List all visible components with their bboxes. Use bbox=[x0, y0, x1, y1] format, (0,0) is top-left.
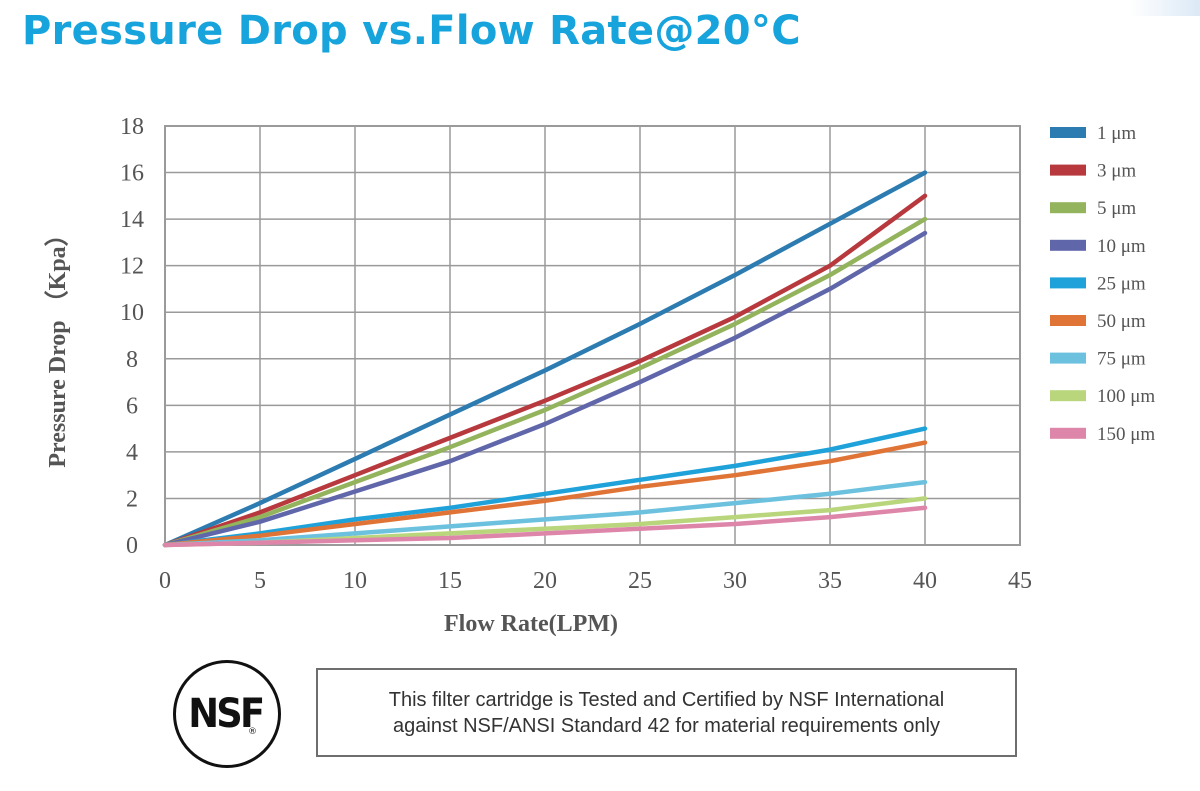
nsf-logo: NSF ® bbox=[173, 660, 281, 768]
legend-swatch bbox=[1050, 315, 1086, 326]
x-tick-label: 35 bbox=[818, 568, 842, 594]
x-tick-label: 45 bbox=[1008, 568, 1032, 594]
legend-swatch bbox=[1050, 127, 1086, 138]
x-tick-label: 20 bbox=[533, 568, 557, 594]
legend-label: 75 μm bbox=[1097, 349, 1146, 370]
y-tick-label: 0 bbox=[126, 533, 138, 559]
legend-swatch bbox=[1050, 164, 1086, 176]
legend-label: 3 μm bbox=[1097, 161, 1136, 182]
x-tick-label: 30 bbox=[723, 568, 747, 594]
legend-label: 100 μm bbox=[1097, 386, 1155, 407]
x-tick-label: 0 bbox=[159, 568, 171, 594]
x-tick-label: 5 bbox=[254, 568, 266, 594]
certification-line-1: This filter cartridge is Tested and Cert… bbox=[388, 688, 945, 711]
series-line bbox=[162, 193, 928, 548]
y-tick-label: 8 bbox=[126, 347, 138, 373]
y-tick-label: 10 bbox=[120, 300, 144, 326]
certification-notice: This filter cartridge is Tested and Cert… bbox=[316, 668, 1017, 757]
x-tick-label: 40 bbox=[913, 568, 937, 594]
pressure-drop-chart: 0 5 10 15 20 25 30 35 40 45 0 2 4 6 8 10 12 14 16 18 1 μm 3 … bbox=[44, 114, 1155, 637]
legend-label: 25 μm bbox=[1097, 273, 1146, 294]
y-tick-label: 18 bbox=[120, 114, 144, 140]
legend-swatch bbox=[1050, 390, 1086, 402]
series-line bbox=[162, 216, 928, 548]
x-axis-title: Flow Rate(LPM) bbox=[444, 611, 618, 637]
plot-frame bbox=[164, 125, 1021, 546]
legend-label: 150 μm bbox=[1097, 424, 1155, 445]
y-tick-label: 14 bbox=[120, 207, 144, 233]
legend-swatch bbox=[1050, 239, 1086, 251]
y-axis-title: Pressure Drop （Kpa） bbox=[44, 222, 71, 467]
legend-label: 1 μm bbox=[1097, 123, 1136, 144]
legend-swatch bbox=[1050, 202, 1086, 214]
y-tick-label: 2 bbox=[126, 486, 138, 512]
series-line bbox=[162, 230, 928, 548]
legend-swatch bbox=[1050, 352, 1086, 364]
series-line bbox=[162, 505, 928, 548]
legend-swatch bbox=[1050, 277, 1086, 289]
legend-label: 10 μm bbox=[1097, 236, 1146, 257]
x-tick-label: 10 bbox=[343, 568, 367, 594]
y-tick-label: 16 bbox=[120, 161, 144, 187]
series-line bbox=[162, 170, 928, 548]
legend-label: 50 μm bbox=[1097, 311, 1146, 332]
corner-decoration bbox=[1130, 0, 1200, 16]
series-line bbox=[162, 479, 928, 548]
series-line bbox=[162, 440, 928, 548]
legend-swatch bbox=[1050, 427, 1086, 439]
certification-line-2: against NSF/ANSI Standard 42 for materia… bbox=[393, 714, 940, 737]
x-tick-label: 15 bbox=[438, 568, 462, 594]
nsf-logo-text: NSF bbox=[187, 691, 265, 737]
legend-label: 5 μm bbox=[1097, 198, 1136, 219]
page-title: Pressure Drop vs.Flow Rate@20°C bbox=[22, 8, 801, 54]
y-tick-label: 6 bbox=[126, 393, 138, 419]
y-tick-label: 12 bbox=[120, 254, 144, 280]
series-line bbox=[162, 426, 928, 548]
registered-mark: ® bbox=[248, 727, 257, 737]
x-tick-label: 25 bbox=[628, 568, 652, 594]
y-tick-label: 4 bbox=[126, 440, 138, 466]
